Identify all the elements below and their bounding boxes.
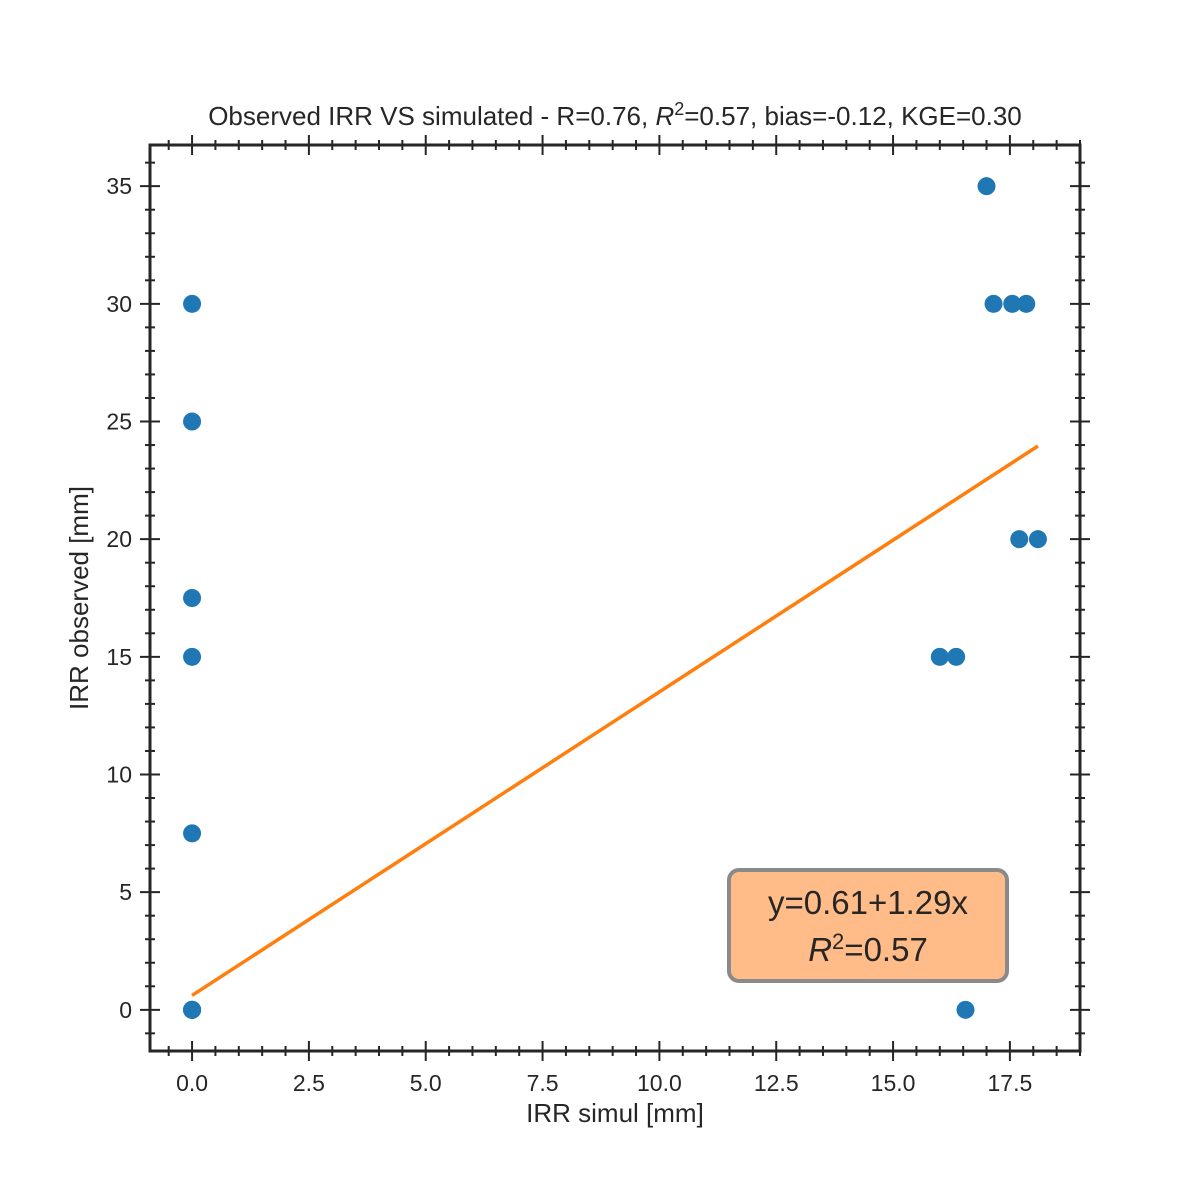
x-axis-label: IRR simul [mm] (526, 1098, 704, 1128)
x-tick-label: 0.0 (176, 1070, 208, 1096)
y-tick-label: 10 (106, 761, 132, 787)
y-axis-label: IRR observed [mm] (64, 486, 94, 710)
data-point (183, 1000, 202, 1019)
data-point (977, 177, 996, 196)
data-point (183, 824, 202, 843)
chart-title: Observed IRR VS simulated - R=0.76, R2=0… (208, 99, 1022, 131)
fit-line-group (191, 444, 1039, 997)
data-point (1028, 530, 1047, 549)
data-point (183, 412, 202, 431)
plot-frame (148, 143, 1082, 1053)
x-tick-label: 12.5 (754, 1070, 799, 1096)
x-tick-label: 2.5 (293, 1070, 325, 1096)
x-tick-label: 7.5 (527, 1070, 559, 1096)
x-tick-label: 10.0 (637, 1070, 682, 1096)
y-tick-label: 25 (106, 409, 132, 435)
data-point (1010, 530, 1029, 549)
data-point (930, 647, 949, 666)
data-point (984, 294, 1003, 313)
data-point (183, 294, 202, 313)
y-tick-label: 20 (106, 526, 132, 552)
data-point (947, 647, 966, 666)
fit-line (191, 444, 1039, 997)
x-tick-label: 15.0 (871, 1070, 916, 1096)
y-tick-label: 0 (119, 997, 132, 1023)
y-tick-label: 5 (119, 879, 132, 905)
y-tick-label: 30 (106, 291, 132, 317)
x-tick-label: 5.0 (410, 1070, 442, 1096)
data-point (1003, 294, 1022, 313)
y-tick-label: 15 (106, 644, 132, 670)
x-tick-label: 17.5 (988, 1070, 1033, 1096)
data-point (183, 589, 202, 607)
data-point (1017, 294, 1036, 313)
regression-annotation: y=0.61+1.29x R2=0.57 (727, 868, 1009, 983)
data-points (183, 177, 1047, 1019)
axis-tick-labels: 0.0 2.5 5.0 7.5 10.0 12.5 15.0 17.5 0 5 10 15 20 25 30… (106, 173, 1032, 1096)
data-point (956, 1000, 975, 1019)
annotation-box (727, 868, 1009, 983)
data-point (183, 647, 202, 666)
annotation-equation: y=0.61+1.29x (768, 884, 968, 921)
y-tick-label: 35 (106, 173, 132, 199)
annotation-r2: R2=0.57 (808, 929, 928, 968)
